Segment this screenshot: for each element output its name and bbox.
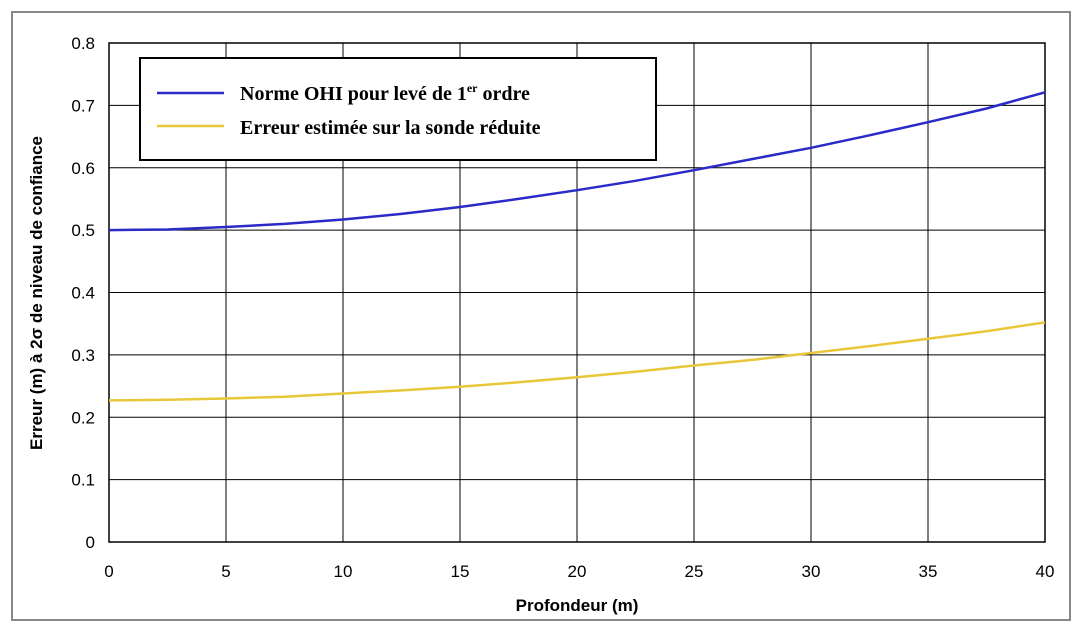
- legend-label-ohi: Norme OHI pour levé de 1er ordre: [240, 81, 530, 105]
- series-lines: [108, 91, 1046, 402]
- x-tick-label: 30: [802, 562, 821, 581]
- y-tick-label: 0.8: [71, 34, 95, 53]
- x-tick-label: 5: [221, 562, 230, 581]
- y-tick-label: 0: [86, 533, 95, 552]
- y-tick-label: 0.2: [71, 408, 95, 427]
- series-line-0: [108, 91, 1046, 232]
- legend-label-ohi-end: ordre: [477, 83, 530, 105]
- y-tick-label: 0.3: [71, 346, 95, 365]
- x-tick-label: 15: [451, 562, 470, 581]
- legend-label-ohi-sup: er: [467, 81, 478, 95]
- grid: [108, 42, 1046, 543]
- x-tick-label: 0: [104, 562, 113, 581]
- y-tick-label: 0.6: [71, 159, 95, 178]
- plot-area-border: [108, 42, 1046, 543]
- y-axis-label: Erreur (m) à 2σ de niveau de confiance: [27, 136, 46, 450]
- x-tick-label: 35: [919, 562, 938, 581]
- y-tick-label: 0.1: [71, 471, 95, 490]
- series-line-1: [108, 321, 1046, 402]
- legend-box: [139, 57, 657, 161]
- x-tick-label: 20: [568, 562, 587, 581]
- legend-label-ohi-main: Norme OHI pour levé de 1: [240, 83, 467, 105]
- x-tick-label: 40: [1036, 562, 1055, 581]
- x-axis-label: Profondeur (m): [516, 596, 639, 615]
- x-tick-label: 10: [334, 562, 353, 581]
- legend: Norme OHI pour levé de 1er ordre Erreur …: [139, 57, 657, 161]
- y-tick-label: 0.7: [71, 96, 95, 115]
- tick-labels: 0 5 10 15 20 25 30 35 40 0 0.1 0.2 0.3 0.4 0.5 0.6 0.7 0.…: [71, 34, 1054, 581]
- x-tick-label: 25: [685, 562, 704, 581]
- y-tick-label: 0.4: [71, 284, 95, 303]
- legend-label-sonde: Erreur estimée sur la sonde réduite: [240, 117, 541, 139]
- y-tick-label: 0.5: [71, 221, 95, 240]
